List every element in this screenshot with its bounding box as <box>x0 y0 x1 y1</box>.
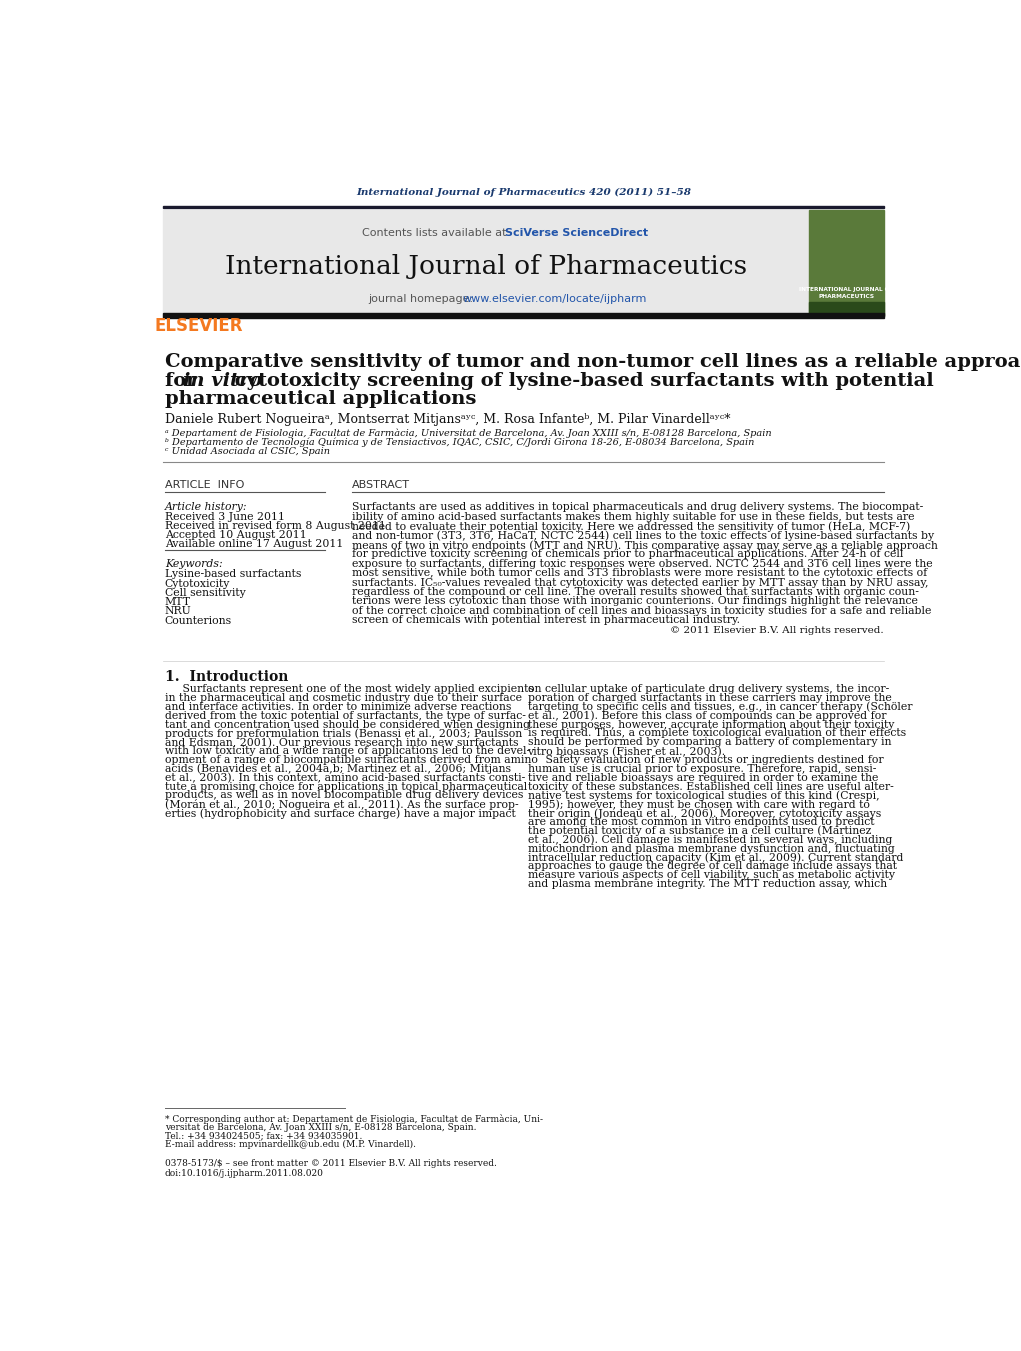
Text: ᵇ Departamento de Tecnología Química y de Tensiactivos, IQAC, CSIC, C/Jordi Giro: ᵇ Departamento de Tecnología Química y d… <box>164 438 755 447</box>
Bar <box>162 209 809 316</box>
Text: tute a promising choice for applications in topical pharmaceutical: tute a promising choice for applications… <box>164 782 527 792</box>
Text: Contents lists available at: Contents lists available at <box>361 228 509 238</box>
Text: tant and concentration used should be considered when designing: tant and concentration used should be co… <box>164 720 530 730</box>
Text: Received in revised form 8 August 2011: Received in revised form 8 August 2011 <box>164 521 386 531</box>
Text: vitro bioassays (Fisher et al., 2003).: vitro bioassays (Fisher et al., 2003). <box>528 746 726 757</box>
Text: exposure to surfactants, differing toxic responses were observed. NCTC 2544 and : exposure to surfactants, differing toxic… <box>352 559 933 569</box>
Bar <box>809 209 884 316</box>
Text: the potential toxicity of a substance in a cell culture (Martinez: the potential toxicity of a substance in… <box>528 825 871 836</box>
Text: acids (Benavides et al., 2004a,b; Martinez et al., 2006; Mitjans: acids (Benavides et al., 2004a,b; Martin… <box>164 763 510 774</box>
Text: native test systems for toxicological studies of this kind (Crespi,: native test systems for toxicological st… <box>528 790 879 801</box>
Text: Surfactants are used as additives in topical pharmaceuticals and drug delivery s: Surfactants are used as additives in top… <box>352 503 924 512</box>
Text: SciVerse ScienceDirect: SciVerse ScienceDirect <box>505 228 648 238</box>
Text: www.elsevier.com/locate/ijpharm: www.elsevier.com/locate/ijpharm <box>463 295 646 304</box>
Text: ibility of amino acid-based surfactants makes them highly suitable for use in th: ibility of amino acid-based surfactants … <box>352 512 915 521</box>
Text: E-mail address: mpvinardellk@ub.edu (M.P. Vinardell).: E-mail address: mpvinardellk@ub.edu (M.P… <box>164 1140 416 1150</box>
Text: and non-tumor (3T3, 3T6, HaCaT, NCTC 2544) cell lines to the toxic effects of ly: and non-tumor (3T3, 3T6, HaCaT, NCTC 254… <box>352 531 934 542</box>
Text: derived from the toxic potential of surfactants, the type of surfac-: derived from the toxic potential of surf… <box>164 711 526 720</box>
Text: with low toxicity and a wide range of applications led to the devel-: with low toxicity and a wide range of ap… <box>164 746 530 757</box>
Text: 0378-5173/$ – see front matter © 2011 Elsevier B.V. All rights reserved.: 0378-5173/$ – see front matter © 2011 El… <box>164 1159 496 1169</box>
Text: Tel.: +34 934024505; fax: +34 934035901.: Tel.: +34 934024505; fax: +34 934035901. <box>164 1132 362 1140</box>
Text: their origin (Jondeau et al., 2006). Moreover, cytotoxicity assays: their origin (Jondeau et al., 2006). Mor… <box>528 808 881 819</box>
Text: doi:10.1016/j.ijpharm.2011.08.020: doi:10.1016/j.ijpharm.2011.08.020 <box>164 1169 324 1178</box>
Text: is required. Thus, a complete toxicological evaluation of their effects: is required. Thus, a complete toxicologi… <box>528 728 906 739</box>
Text: Available online 17 August 2011: Available online 17 August 2011 <box>164 539 343 550</box>
Text: Comparative sensitivity of tumor and non-tumor cell lines as a reliable approach: Comparative sensitivity of tumor and non… <box>164 353 1021 372</box>
Text: in the pharmaceutical and cosmetic industry due to their surface: in the pharmaceutical and cosmetic indus… <box>164 693 522 703</box>
Text: International Journal of Pharmaceutics 420 (2011) 51–58: International Journal of Pharmaceutics 4… <box>356 188 691 197</box>
Text: surfactants. IC₅₀-values revealed that cytotoxicity was detected earlier by MTT : surfactants. IC₅₀-values revealed that c… <box>352 578 929 588</box>
Text: on cellular uptake of particulate drug delivery systems, the incor-: on cellular uptake of particulate drug d… <box>528 684 888 694</box>
Text: and Edsman, 2001). Our previous research into new surfactants: and Edsman, 2001). Our previous research… <box>164 738 519 748</box>
Text: products, as well as in novel biocompatible drug delivery devices: products, as well as in novel biocompati… <box>164 790 523 800</box>
Text: (Morán et al., 2010; Nogueira et al., 2011). As the surface prop-: (Morán et al., 2010; Nogueira et al., 20… <box>164 800 519 811</box>
Text: Cytotoxicity: Cytotoxicity <box>164 578 230 589</box>
Text: 1995); however, they must be chosen with care with regard to: 1995); however, they must be chosen with… <box>528 800 870 809</box>
Text: tive and reliable bioassays are required in order to examine the: tive and reliable bioassays are required… <box>528 773 878 782</box>
Text: these purposes, however, accurate information about their toxicity: these purposes, however, accurate inform… <box>528 720 894 730</box>
Text: Counterions: Counterions <box>164 616 232 626</box>
Bar <box>162 313 884 319</box>
Text: Received 3 June 2011: Received 3 June 2011 <box>164 512 285 521</box>
Text: approaches to gauge the degree of cell damage include assays that: approaches to gauge the degree of cell d… <box>528 862 896 871</box>
Text: et al., 2003). In this context, amino acid-based surfactants consti-: et al., 2003). In this context, amino ac… <box>164 773 525 784</box>
Text: © 2011 Elsevier B.V. All rights reserved.: © 2011 Elsevier B.V. All rights reserved… <box>671 626 884 635</box>
Text: et al., 2001). Before this class of compounds can be approved for: et al., 2001). Before this class of comp… <box>528 711 886 721</box>
Text: poration of charged surfactants in these carriers may improve the: poration of charged surfactants in these… <box>528 693 891 703</box>
Text: Cell sensitivity: Cell sensitivity <box>164 588 246 598</box>
Text: versitat de Barcelona, Av. Joan XXIII s/n, E-08128 Barcelona, Spain.: versitat de Barcelona, Av. Joan XXIII s/… <box>164 1123 477 1132</box>
Text: mitochondrion and plasma membrane dysfunction and, fluctuating: mitochondrion and plasma membrane dysfun… <box>528 843 894 854</box>
Text: ᵃ Departament de Fisiologia, Facultat de Farmàcia, Universitat de Barcelona, Av.: ᵃ Departament de Fisiologia, Facultat de… <box>164 428 772 438</box>
Text: ABSTRACT: ABSTRACT <box>352 480 410 490</box>
Text: pharmaceutical applications: pharmaceutical applications <box>164 390 476 408</box>
Text: intracellular reduction capacity (Kim et al., 2009). Current standard: intracellular reduction capacity (Kim et… <box>528 852 903 863</box>
Text: should be performed by comparing a battery of complementary in: should be performed by comparing a batte… <box>528 738 891 747</box>
Text: in vitro: in vitro <box>184 372 262 389</box>
Text: 1.  Introduction: 1. Introduction <box>164 670 288 685</box>
Text: Accepted 10 August 2011: Accepted 10 August 2011 <box>164 530 306 540</box>
Text: means of two in vitro endpoints (MTT and NRU). This comparative assay may serve : means of two in vitro endpoints (MTT and… <box>352 540 938 551</box>
Text: and plasma membrane integrity. The MTT reduction assay, which: and plasma membrane integrity. The MTT r… <box>528 880 886 889</box>
Text: targeting to specific cells and tissues, e.g., in cancer therapy (Schöler: targeting to specific cells and tissues,… <box>528 703 912 712</box>
Text: are among the most common in vitro endpoints used to predict: are among the most common in vitro endpo… <box>528 817 874 827</box>
Text: human use is crucial prior to exposure. Therefore, rapid, sensi-: human use is crucial prior to exposure. … <box>528 763 876 774</box>
Text: International Journal of Pharmaceutics: International Journal of Pharmaceutics <box>225 254 746 278</box>
Text: products for preformulation trials (Benassi et al., 2003; Paulsson: products for preformulation trials (Bena… <box>164 728 522 739</box>
Text: NRU: NRU <box>164 607 192 616</box>
Text: erties (hydrophobicity and surface charge) have a major impact: erties (hydrophobicity and surface charg… <box>164 808 516 819</box>
Text: toxicity of these substances. Established cell lines are useful alter-: toxicity of these substances. Establishe… <box>528 782 893 792</box>
Text: Daniele Rubert Nogueiraᵃ, Montserrat Mitjansᵃʸᶜ, M. Rosa Infanteᵇ, M. Pilar Vina: Daniele Rubert Nogueiraᵃ, Montserrat Mit… <box>164 413 730 426</box>
Text: measure various aspects of cell viability, such as metabolic activity: measure various aspects of cell viabilit… <box>528 870 894 880</box>
Text: screen of chemicals with potential interest in pharmaceutical industry.: screen of chemicals with potential inter… <box>352 615 740 626</box>
Text: Article history:: Article history: <box>164 503 247 512</box>
Text: terions were less cytotoxic than those with inorganic counterions. Our findings : terions were less cytotoxic than those w… <box>352 596 918 607</box>
Text: and interface activities. In order to minimize adverse reactions: and interface activities. In order to mi… <box>164 703 512 712</box>
Text: opment of a range of biocompatible surfactants derived from amino: opment of a range of biocompatible surfa… <box>164 755 538 765</box>
Text: ᶜ Unidad Asociada al CSIC, Spain: ᶜ Unidad Asociada al CSIC, Spain <box>164 447 330 457</box>
Text: et al., 2006). Cell damage is manifested in several ways, including: et al., 2006). Cell damage is manifested… <box>528 835 892 846</box>
Bar <box>809 303 884 316</box>
Text: MTT: MTT <box>164 597 191 607</box>
Text: Surfactants represent one of the most widely applied excipients: Surfactants represent one of the most wi… <box>164 684 534 694</box>
Text: INTERNATIONAL JOURNAL OF
PHARMACEUTICS: INTERNATIONAL JOURNAL OF PHARMACEUTICS <box>798 288 893 299</box>
Text: for predictive toxicity screening of chemicals prior to pharmaceutical applicati: for predictive toxicity screening of che… <box>352 550 904 559</box>
Text: most sensitive, while both tumor cells and 3T3 fibroblasts were more resistant t: most sensitive, while both tumor cells a… <box>352 569 928 578</box>
Text: cytotoxicity screening of lysine-based surfactants with potential: cytotoxicity screening of lysine-based s… <box>229 372 934 389</box>
Bar <box>162 207 884 208</box>
Text: Lysine-based surfactants: Lysine-based surfactants <box>164 570 301 580</box>
Text: Safety evaluation of new products or ingredients destined for: Safety evaluation of new products or ing… <box>528 755 883 765</box>
Text: Keywords:: Keywords: <box>164 559 223 569</box>
Text: * Corresponding author at: Departament de Fisiologia, Facultat de Farmàcia, Uni-: * Corresponding author at: Departament d… <box>164 1115 543 1124</box>
Text: for: for <box>164 372 203 389</box>
Text: needed to evaluate their potential toxicity. Here we addressed the sensitivity o: needed to evaluate their potential toxic… <box>352 521 911 532</box>
Text: ELSEVIER: ELSEVIER <box>154 317 243 335</box>
Text: journal homepage:: journal homepage: <box>368 295 477 304</box>
Text: of the correct choice and combination of cell lines and bioassays in toxicity st: of the correct choice and combination of… <box>352 605 932 616</box>
Text: ARTICLE  INFO: ARTICLE INFO <box>164 480 244 490</box>
Text: regardless of the compound or cell line. The overall results showed that surfact: regardless of the compound or cell line.… <box>352 586 919 597</box>
